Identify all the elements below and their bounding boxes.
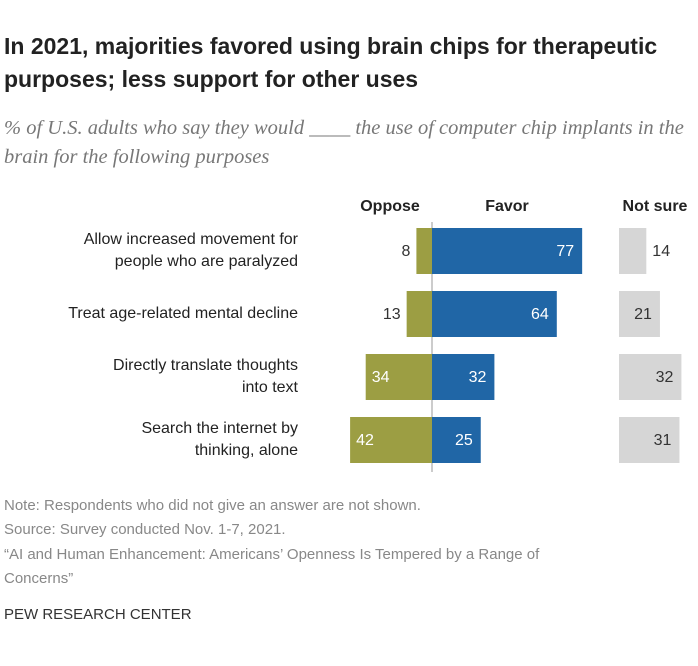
bar [350, 417, 432, 463]
chart-title: In 2021, majorities favored using brain … [4, 33, 658, 92]
category-label: Treat age-related mental decline [68, 305, 298, 322]
category-label: Directly translate thoughts into text [113, 357, 298, 396]
bar [432, 417, 481, 463]
column-header: Favor [485, 198, 529, 215]
source: Source: Survey conducted Nov. 1-7, 2021. [4, 521, 286, 538]
category-label: Allow increased movement for people who … [83, 231, 298, 270]
report-title: “AI and Human Enhancement: Americans’ Op… [4, 546, 540, 587]
column-header: Oppose [360, 198, 420, 215]
value-label: 42 [356, 432, 374, 449]
value-label: 14 [652, 243, 670, 260]
note: Note: Respondents who did not give an an… [4, 497, 421, 514]
credit: PEW RESEARCH CENTER [4, 606, 192, 623]
bar [619, 291, 660, 337]
value-label: 32 [656, 369, 674, 386]
bar [432, 354, 495, 400]
value-label: 25 [455, 432, 473, 449]
bar [432, 291, 557, 337]
bar [406, 291, 432, 337]
bar [416, 228, 432, 274]
value-label: 13 [383, 306, 401, 323]
value-label: 8 [401, 243, 410, 260]
bar [365, 354, 432, 400]
bar [619, 228, 647, 274]
value-label: 31 [654, 432, 672, 449]
value-label: 34 [372, 369, 390, 386]
category-label: Search the internet by thinking, alone [141, 420, 298, 459]
value-label: 77 [556, 243, 574, 260]
value-label: 21 [634, 306, 652, 323]
bar [619, 354, 682, 400]
chart-subtitle: % of U.S. adults who say they would ____… [4, 117, 684, 168]
bar [619, 417, 680, 463]
value-label: 64 [531, 306, 549, 323]
value-label: 32 [469, 369, 487, 386]
bar [432, 228, 583, 274]
column-header: Not sure [623, 198, 688, 215]
